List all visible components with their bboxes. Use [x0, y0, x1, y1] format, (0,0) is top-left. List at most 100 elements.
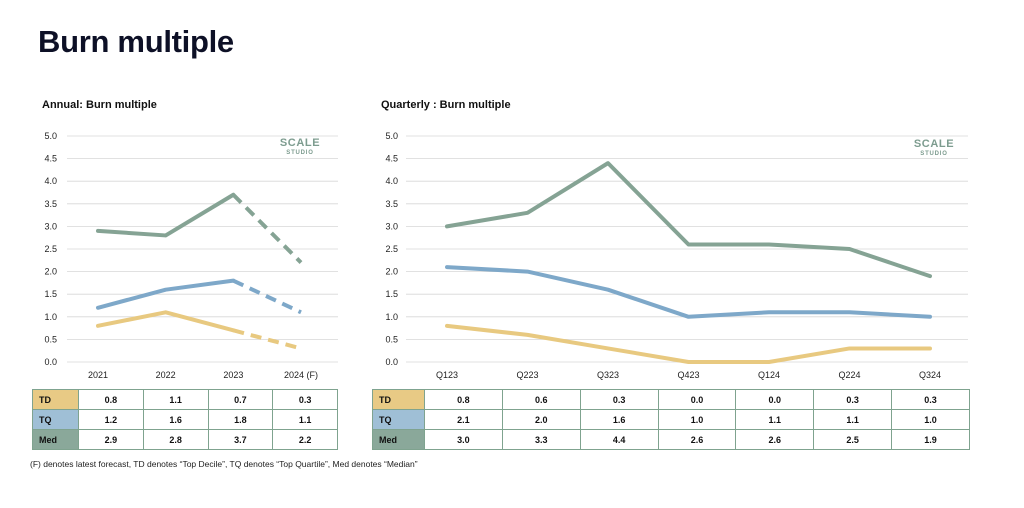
- series-forecast-line-tq: [232, 278, 302, 315]
- data-point-med: [687, 242, 691, 246]
- data-point-td: [445, 324, 449, 328]
- table-cell: 2.6: [735, 429, 815, 450]
- series-line-tq: [445, 265, 932, 319]
- x-tick-label: 2021: [88, 370, 108, 380]
- table-cell: 1.1: [813, 409, 893, 430]
- table-cell: 0.3: [272, 389, 338, 410]
- table-row-td: TD 0.8 1.1 0.7 0.3: [32, 389, 338, 410]
- x-tick-label: 2022: [156, 370, 176, 380]
- y-tick-label: 3.5: [385, 199, 398, 209]
- data-point-tq: [526, 270, 530, 274]
- data-point-td: [848, 346, 852, 350]
- data-point-tq: [445, 265, 449, 269]
- y-tick-label: 4.5: [385, 154, 398, 164]
- series-line-td: [96, 310, 236, 333]
- data-point-med: [606, 161, 610, 165]
- table-cell: 2.9: [78, 429, 144, 450]
- row-header-med: Med: [372, 429, 425, 450]
- series-line-med: [445, 161, 932, 279]
- table-cell: 0.8: [424, 389, 503, 410]
- y-tick-label: 5.0: [44, 131, 57, 141]
- table-cell: 2.0: [501, 409, 581, 430]
- y-tick-label: 1.0: [44, 312, 57, 322]
- data-point-med: [445, 224, 449, 228]
- y-tick-label: 2.5: [44, 244, 57, 254]
- table-cell: 1.0: [891, 409, 970, 430]
- series-line-td: [445, 323, 932, 364]
- data-point-med: [526, 211, 530, 215]
- y-tick-label: 2.5: [385, 244, 398, 254]
- table-cell: 2.1: [424, 409, 503, 430]
- table-cell: 0.3: [579, 389, 659, 410]
- y-tick-label: 0.0: [385, 357, 398, 367]
- data-point-tq: [687, 315, 691, 319]
- x-tick-label: Q423: [677, 370, 699, 380]
- table-cell: 0.0: [735, 389, 815, 410]
- row-header-td: TD: [372, 389, 425, 410]
- series-forecast-line-med: [231, 193, 303, 264]
- quarterly-chart-title: Quarterly : Burn multiple: [381, 99, 511, 111]
- y-tick-label: 3.0: [385, 221, 398, 231]
- table-cell: 3.7: [207, 429, 274, 450]
- x-tick-label: Q224: [838, 370, 860, 380]
- table-cell: 3.3: [501, 429, 581, 450]
- table-cell: 1.8: [207, 409, 274, 430]
- series-forecast-line-td: [232, 328, 302, 351]
- table-cell: 0.3: [813, 389, 893, 410]
- table-cell: 1.0: [657, 409, 737, 430]
- y-tick-label: 3.0: [44, 221, 57, 231]
- y-tick-label: 2.0: [385, 267, 398, 277]
- y-tick-label: 2.0: [44, 267, 57, 277]
- x-tick-label: 2024 (F): [284, 370, 318, 380]
- footnote: (F) denotes latest forecast, TD denotes …: [30, 459, 418, 469]
- x-tick-label: Q223: [516, 370, 538, 380]
- table-cell: 2.6: [657, 429, 737, 450]
- table-row-tq: TQ 1.2 1.6 1.8 1.1: [32, 409, 338, 430]
- table-row-med: Med 2.9 2.8 3.7 2.2: [32, 429, 338, 450]
- table-cell: 1.6: [142, 409, 209, 430]
- table-cell: 2.8: [142, 429, 209, 450]
- logo-subtext: STUDIO: [920, 151, 947, 157]
- y-tick-label: 0.5: [44, 334, 57, 344]
- table-cell: 2.2: [272, 429, 338, 450]
- data-point-td: [606, 346, 610, 350]
- series-line-tq: [96, 278, 236, 310]
- y-tick-label: 0.5: [385, 334, 398, 344]
- x-tick-label: Q123: [436, 370, 458, 380]
- table-cell: 0.0: [657, 389, 737, 410]
- y-tick-label: 1.0: [385, 312, 398, 322]
- data-point-td: [687, 360, 691, 364]
- data-point-tq: [928, 315, 932, 319]
- table-cell: 1.1: [735, 409, 815, 430]
- y-tick-label: 1.5: [385, 289, 398, 299]
- table-cell: 4.4: [579, 429, 659, 450]
- x-tick-label: Q323: [597, 370, 619, 380]
- y-tick-label: 1.5: [44, 289, 57, 299]
- row-header-tq: TQ: [32, 409, 79, 430]
- table-cell: 1.1: [272, 409, 338, 430]
- x-tick-label: Q124: [758, 370, 780, 380]
- data-point-med: [767, 242, 771, 246]
- quarterly-data-table: TD 0.8 0.6 0.3 0.0 0.0 0.3 0.3 TQ 2.1 2.0 1.6 1.0 1.1…: [372, 389, 970, 450]
- y-tick-label: 0.0: [44, 357, 57, 367]
- table-cell: 0.8: [78, 389, 144, 410]
- table-cell: 0.7: [207, 389, 274, 410]
- x-tick-label: Q324: [919, 370, 941, 380]
- data-point-tq: [767, 310, 771, 314]
- table-cell: 0.3: [891, 389, 970, 410]
- table-cell: 1.9: [891, 429, 970, 450]
- table-cell: 1.2: [78, 409, 144, 430]
- row-header-tq: TQ: [372, 409, 425, 430]
- table-row-tq: TQ 2.1 2.0 1.6 1.0 1.1 1.1 1.0: [372, 409, 970, 430]
- data-point-td: [526, 333, 530, 337]
- table-cell: 2.5: [813, 429, 893, 450]
- table-cell: 3.0: [424, 429, 503, 450]
- y-tick-label: 5.0: [385, 131, 398, 141]
- data-point-tq: [606, 288, 610, 292]
- y-tick-label: 4.0: [385, 176, 398, 186]
- y-tick-label: 3.5: [44, 199, 57, 209]
